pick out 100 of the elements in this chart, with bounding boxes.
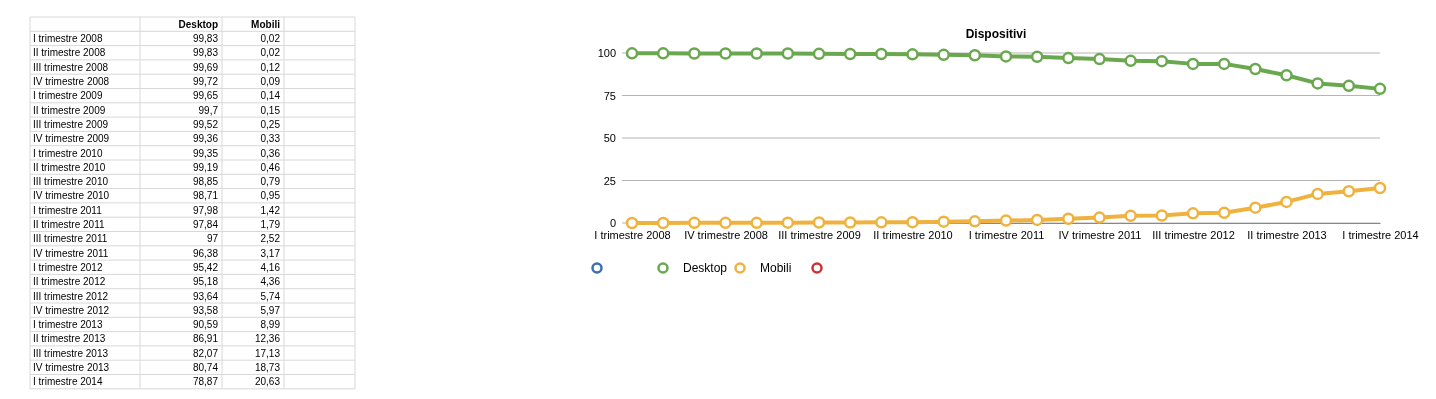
point [750, 47, 763, 60]
data-label: 98,71 [192, 190, 219, 202]
data-label: 0,02 [260, 33, 281, 45]
point [875, 47, 888, 61]
category-label: IV trimestre 2013 [33, 362, 110, 373]
point [719, 47, 732, 60]
point [1093, 211, 1106, 224]
point [1373, 181, 1387, 195]
point [1373, 82, 1387, 96]
point [1311, 187, 1324, 201]
data-label: 99,83 [192, 33, 219, 45]
point [1342, 184, 1356, 198]
point [999, 50, 1013, 63]
point [1155, 209, 1169, 222]
point [1280, 69, 1293, 82]
data-label: 99,65 [192, 90, 219, 102]
data-label: 4,36 [260, 276, 281, 288]
data-label: 0,25 [260, 118, 281, 130]
point [1342, 79, 1356, 93]
point [719, 216, 732, 230]
data-label: 0,33 [260, 133, 281, 145]
point [968, 48, 982, 62]
category-label: III trimestre 2010 [33, 176, 109, 188]
point [1249, 62, 1262, 76]
category-label: IV trimestre 2011 [33, 247, 109, 259]
point [812, 47, 826, 61]
data-label: 0,14 [260, 90, 281, 102]
data-label: 99,52 [192, 118, 219, 130]
point [656, 47, 670, 60]
point [906, 48, 919, 61]
data-label: 97 [206, 233, 219, 245]
point [1217, 57, 1231, 71]
data-label: 90,59 [192, 319, 219, 331]
data-label: 99,7 [198, 104, 219, 116]
point [1155, 54, 1169, 68]
point [999, 214, 1013, 227]
category-label: II trimestre 2009 [33, 104, 106, 116]
data-label: 0,46 [260, 161, 281, 173]
data-label: 97,84 [192, 219, 219, 230]
data-label: 98,85 [192, 176, 219, 188]
x-tick-label: III trimestre 2009 [778, 228, 861, 241]
data-label: 2,52 [260, 233, 281, 245]
x-tick-label: II trimestre 2013 [1247, 228, 1327, 241]
point [1186, 207, 1200, 220]
category-label: I trimestre 2014 [33, 376, 103, 388]
point [1093, 52, 1106, 66]
category-label: I trimestre 2012 [33, 261, 103, 273]
point [750, 216, 763, 230]
data-label: 8,99 [260, 319, 281, 331]
x-tick-label: I trimestre 2011 [968, 228, 1045, 241]
category-label: III trimestre 2008 [33, 61, 109, 73]
data-label: 0,36 [260, 147, 281, 159]
data-label: 1,79 [260, 219, 281, 230]
text: Desktop [178, 18, 218, 30]
category-label: III trimestre 2013 [33, 347, 109, 359]
category-label: IV trimestre 2009 [33, 133, 110, 145]
data-label: 12,36 [254, 333, 281, 345]
data-label: 99,72 [192, 76, 219, 87]
x-tick-label: IV trimestre 2008 [684, 228, 768, 241]
point [1249, 201, 1262, 214]
point [968, 215, 982, 228]
data-label: 3,17 [260, 247, 281, 259]
point [1124, 209, 1137, 223]
point [656, 216, 670, 230]
data-label: 99,83 [192, 47, 219, 59]
x-tick-label: I trimestre 2014 [1342, 228, 1419, 241]
x-tick-label: I trimestre 2008 [594, 228, 671, 241]
category-label: I trimestre 2010 [33, 147, 103, 159]
data-label: 93,58 [192, 304, 219, 316]
y-tick-label: 25 [603, 174, 616, 187]
text: Mobili [251, 18, 281, 30]
x-tick-label: IV trimestre 2011 [1058, 228, 1142, 241]
data-label: 17,13 [254, 347, 281, 359]
data-label: 0,95 [260, 190, 281, 202]
data-label: 0,15 [260, 104, 281, 116]
point [1186, 57, 1200, 71]
category-label: II trimestre 2008 [33, 47, 106, 59]
data-label: 95,42 [192, 261, 219, 273]
category-label: III trimestre 2012 [33, 290, 109, 302]
point [937, 215, 950, 228]
category-label: IV trimestre 2012 [33, 304, 110, 316]
category-label: III trimestre 2009 [33, 118, 109, 130]
category-label: I trimestre 2009 [33, 90, 103, 102]
y-tick-label: 0 [609, 217, 616, 230]
data-label: 99,69 [192, 61, 219, 73]
point [781, 47, 795, 60]
data-label: 1,42 [260, 204, 281, 216]
legend-label: Desktop [683, 261, 728, 275]
data-label: 95,18 [192, 276, 219, 288]
data-label: 78,87 [192, 376, 219, 388]
category-label: II trimestre 2012 [33, 276, 106, 288]
x-tick-label: II trimestre 2010 [873, 228, 953, 241]
data-label: 0,79 [260, 176, 281, 188]
point [625, 216, 639, 230]
category-label: IV trimestre 2010 [33, 190, 110, 202]
point [812, 216, 826, 229]
x-tick-label: III trimestre 2012 [1152, 228, 1235, 241]
data-label: 97,98 [192, 204, 219, 216]
data-label: 18,73 [254, 362, 281, 373]
category-label: II trimestre 2010 [33, 161, 106, 173]
